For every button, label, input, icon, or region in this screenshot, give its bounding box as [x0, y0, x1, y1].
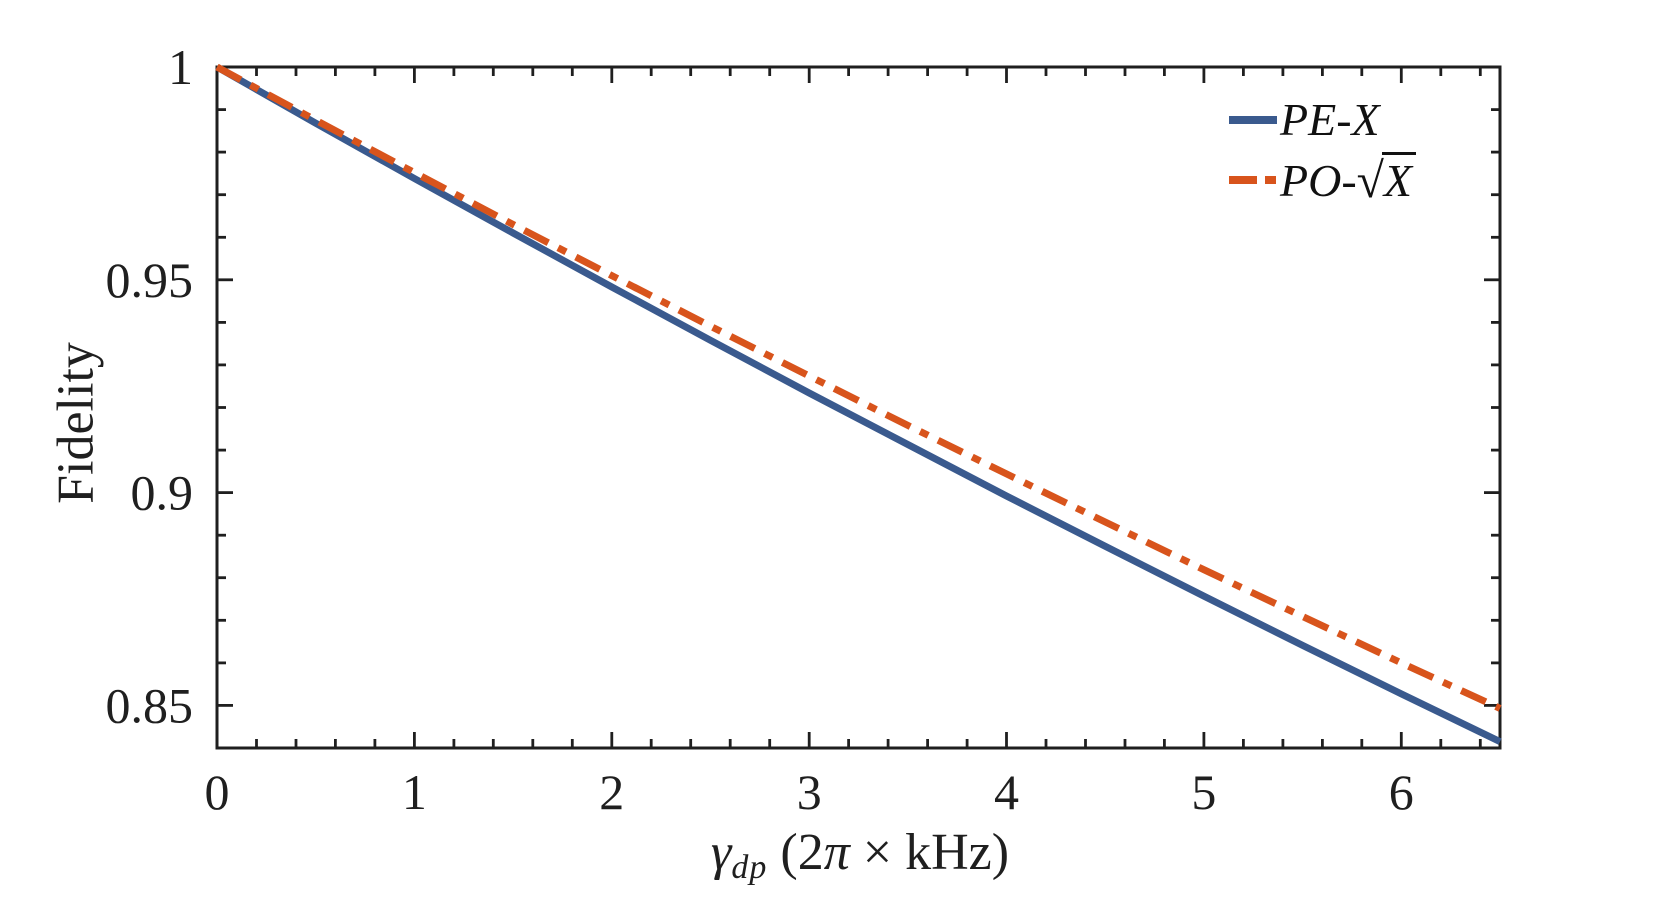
sqrt-symbol: √ — [1356, 153, 1384, 209]
x-tick-label: 2 — [599, 764, 624, 820]
x-tick-label: 5 — [1191, 764, 1216, 820]
series-line-po-x — [215, 63, 1502, 712]
y-tick-label: 0.85 — [106, 677, 194, 733]
y-axis-label: Fidelity — [47, 342, 105, 504]
series-line-pe-x — [215, 63, 1502, 745]
legend-item-pe-x: PE-X — [1229, 94, 1416, 146]
x-tick-label: 0 — [205, 764, 230, 820]
pi-symbol: π — [823, 824, 850, 881]
x-tick-label: 3 — [797, 764, 822, 820]
po-sqrtx-line-swatch — [1229, 176, 1277, 184]
legend: PE-X PO-√X — [1229, 94, 1417, 209]
x-axis-unit-pre: (2 — [767, 824, 824, 881]
pe-x-line-swatch — [1229, 116, 1277, 124]
legend-item-po-sqrtx: PO-√X — [1229, 152, 1417, 209]
gamma-symbol: γ — [710, 824, 732, 881]
y-tick-label: 0.95 — [106, 252, 194, 308]
x-tick-label: 4 — [994, 764, 1019, 820]
y-tick-label: 0.9 — [131, 465, 194, 521]
y-tick-label: 1 — [168, 39, 193, 95]
legend-label-pe-x: PE-X — [1280, 94, 1380, 145]
x-tick-label: 1 — [402, 764, 427, 820]
legend-label-po-sqrtx: PO-√X — [1280, 152, 1417, 209]
x-tick-label: 6 — [1389, 764, 1414, 820]
gamma-subscript: dp — [731, 849, 768, 886]
x-axis-unit-post: × kHz) — [849, 824, 1010, 881]
x-axis-label: γdp (2π × kHz) — [711, 823, 1009, 887]
